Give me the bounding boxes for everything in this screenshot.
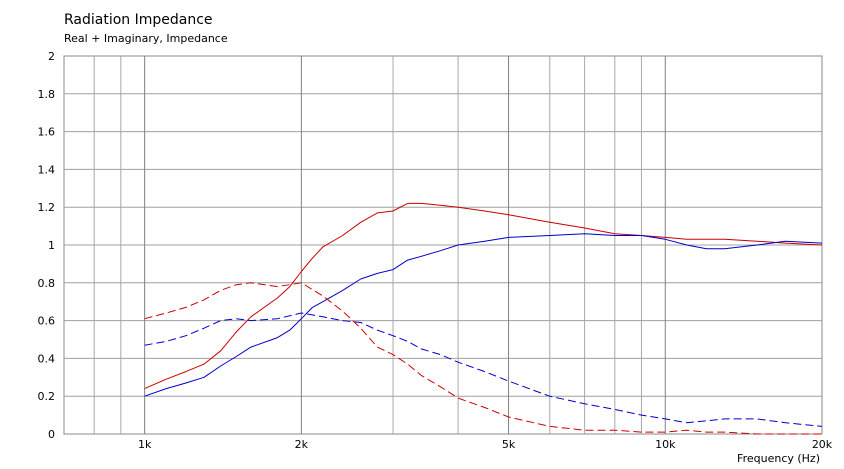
y-tick-label: 0.4: [38, 352, 56, 365]
x-axis-label: Frequency (Hz): [737, 452, 820, 465]
series-line-2: [144, 233, 823, 397]
y-tick-label: 1: [48, 239, 55, 252]
y-tick-label: 2: [48, 50, 55, 63]
y-tick-label: 1.8: [38, 88, 56, 101]
series-group: [144, 202, 823, 435]
x-tick-label: 2k: [295, 438, 309, 451]
x-axis-ticks: 1k 2k 5k 10k 20k: [138, 438, 833, 451]
x-tick-label: 1k: [138, 438, 152, 451]
x-tick-label: 10k: [655, 438, 676, 451]
y-tick-label: 1.6: [38, 126, 56, 139]
chart-subtitle: Real + Imaginary, Impedance: [64, 32, 228, 45]
x-tick-label: 5k: [502, 438, 516, 451]
series-line-4: [144, 312, 823, 427]
y-tick-label: 1.4: [38, 163, 56, 176]
y-tick-label: 0: [48, 428, 55, 441]
grid-lines: [64, 56, 822, 434]
y-axis-ticks: 0 0.2 0.4 0.6 0.8 1 1.2 1.4 1.6 1.8 2: [38, 50, 56, 441]
chart-title: Radiation Impedance: [64, 12, 213, 28]
y-tick-label: 0.6: [38, 315, 56, 328]
y-tick-label: 1.2: [38, 201, 56, 214]
series-line-3: [144, 282, 822, 435]
series-line-1: [144, 202, 823, 390]
y-tick-label: 0.8: [38, 277, 56, 290]
x-tick-label: 20k: [812, 438, 833, 451]
y-tick-label: 0.2: [38, 390, 56, 403]
